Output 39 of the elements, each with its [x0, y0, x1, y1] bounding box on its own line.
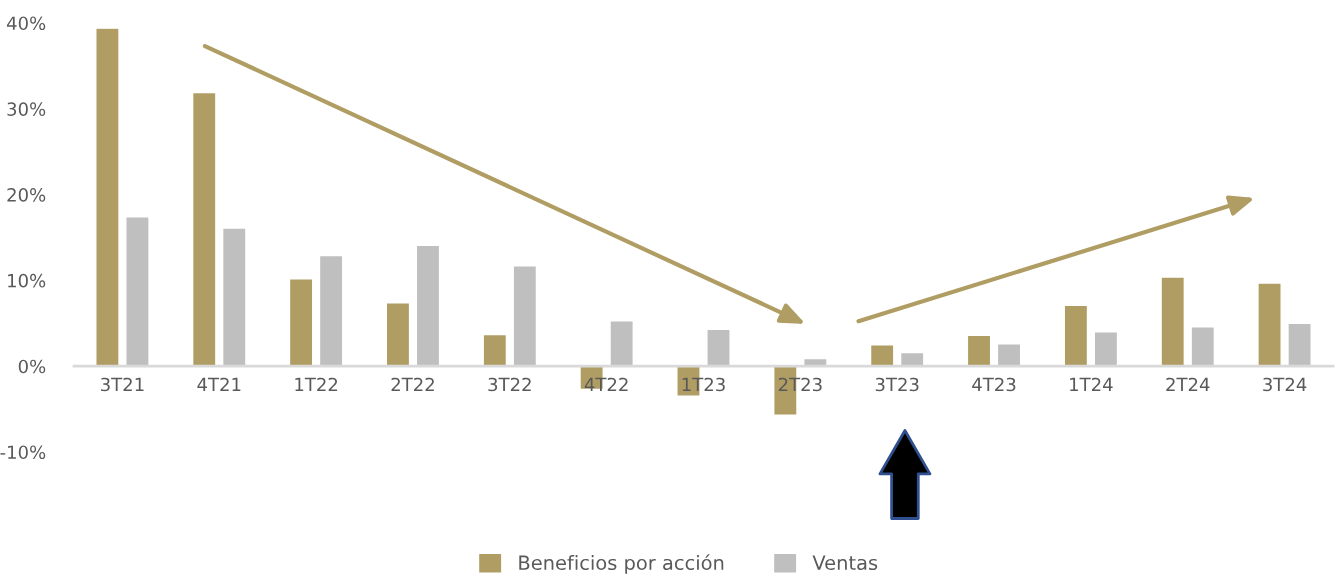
x-tick-label: 4T21	[197, 377, 241, 392]
x-tick-label: 3T24	[1263, 377, 1307, 392]
bar	[288, 277, 314, 367]
bar	[706, 328, 731, 367]
bar	[1190, 326, 1216, 367]
bar	[95, 27, 120, 367]
bar	[125, 216, 150, 367]
bar	[1063, 304, 1089, 367]
y-tick-label: 10%	[8, 273, 46, 288]
x-tick-label: 1T22	[295, 377, 338, 392]
x-tick-label: 1T24	[1070, 377, 1113, 392]
bar	[996, 343, 1022, 367]
bar	[869, 344, 895, 367]
bar	[512, 265, 538, 367]
bar	[1287, 322, 1312, 367]
y-tick-label: 30%	[7, 102, 46, 116]
bar	[1257, 282, 1282, 367]
bar	[318, 254, 344, 367]
legend-label: Ventas	[812, 555, 878, 571]
bar	[1093, 331, 1119, 367]
y-tick-label: 0%	[18, 359, 46, 374]
x-tick-label: 3T22	[488, 377, 531, 392]
bar	[191, 91, 217, 367]
bar	[609, 320, 634, 367]
y-tick-label: 20%	[7, 188, 46, 202]
bar	[415, 244, 441, 367]
bar	[221, 227, 247, 367]
y-tick-label: 40%	[6, 16, 46, 31]
x-tick-label: 2T22	[391, 377, 434, 392]
bar	[966, 334, 992, 367]
y-tick-label: -10%	[0, 445, 46, 460]
x-tick-label: 2T24	[1166, 377, 1210, 392]
bar	[385, 302, 411, 367]
x-tick-label: 3T23	[875, 377, 919, 392]
x-tick-label: 3T21	[101, 377, 144, 392]
x-tick-label: 4T23	[972, 377, 1016, 392]
bar	[1160, 276, 1186, 367]
legend-label: Beneficios por acción	[519, 554, 724, 574]
bar	[482, 333, 508, 367]
